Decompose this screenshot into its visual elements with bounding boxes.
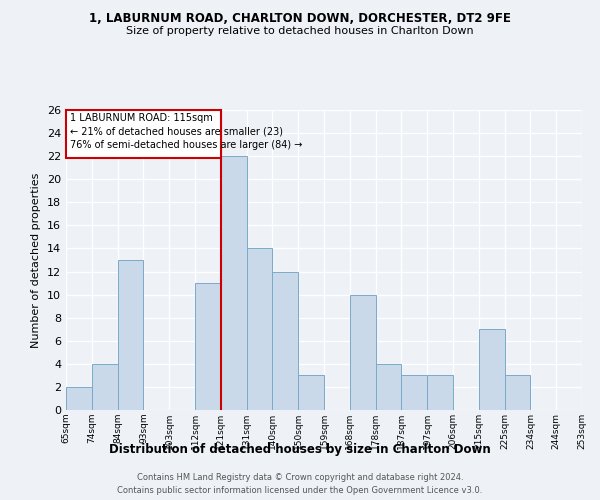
Bar [298,376,324,410]
Bar [118,260,143,410]
Text: Contains HM Land Registry data © Crown copyright and database right 2024.: Contains HM Land Registry data © Crown c… [137,472,463,482]
Text: 1, LABURNUM ROAD, CHARLTON DOWN, DORCHESTER, DT2 9FE: 1, LABURNUM ROAD, CHARLTON DOWN, DORCHES… [89,12,511,26]
Text: Contains public sector information licensed under the Open Government Licence v3: Contains public sector information licen… [118,486,482,495]
Bar [479,329,505,410]
Bar [350,294,376,410]
Bar [401,376,427,410]
Bar [505,376,530,410]
Text: Distribution of detached houses by size in Charlton Down: Distribution of detached houses by size … [109,442,491,456]
Bar [195,283,221,410]
Bar [247,248,272,410]
Bar [272,272,298,410]
Text: Size of property relative to detached houses in Charlton Down: Size of property relative to detached ho… [126,26,474,36]
Text: 76% of semi-detached houses are larger (84) →: 76% of semi-detached houses are larger (… [70,140,302,150]
Bar [427,376,453,410]
Bar [221,156,247,410]
Bar [66,387,92,410]
Bar [92,364,118,410]
Bar [376,364,401,410]
Text: 1 LABURNUM ROAD: 115sqm: 1 LABURNUM ROAD: 115sqm [70,114,212,124]
Y-axis label: Number of detached properties: Number of detached properties [31,172,41,348]
Bar [66,110,221,158]
Text: ← 21% of detached houses are smaller (23): ← 21% of detached houses are smaller (23… [70,126,283,136]
